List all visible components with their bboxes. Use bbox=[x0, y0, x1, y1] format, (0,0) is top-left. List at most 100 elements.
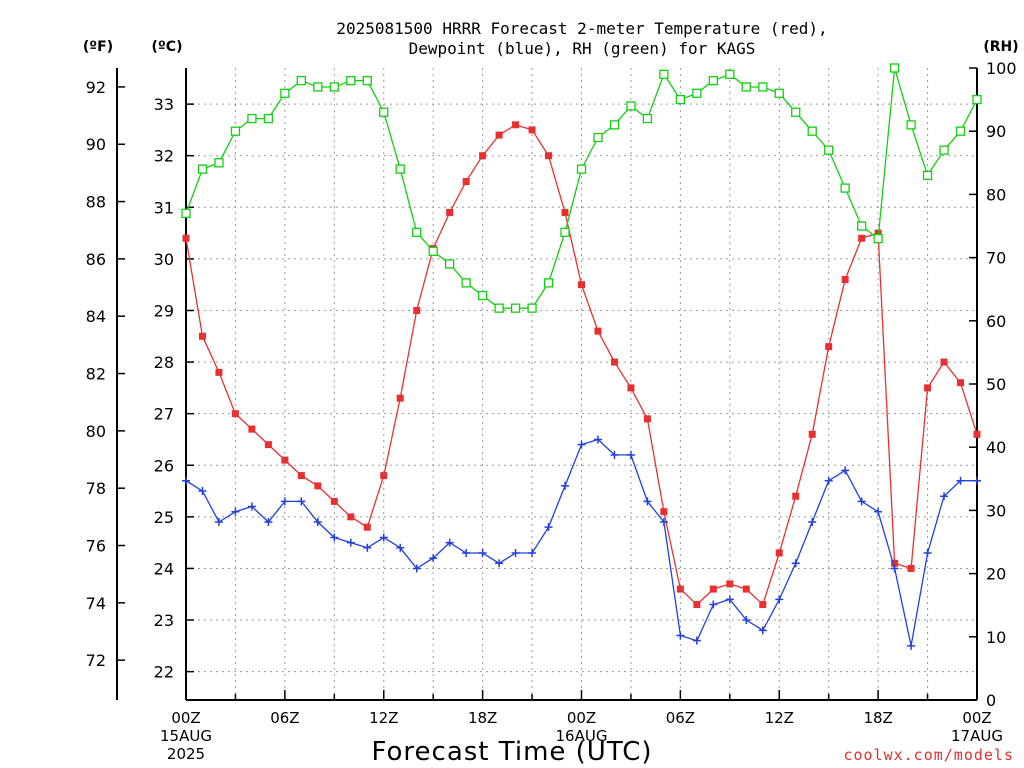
celsius-tick-label: 30 bbox=[154, 250, 174, 269]
fahrenheit-tick-label: 80 bbox=[86, 422, 106, 441]
dewpoint-point bbox=[280, 497, 289, 506]
dewpoint-point bbox=[264, 518, 273, 527]
fahrenheit-tick-label: 78 bbox=[86, 479, 106, 498]
temperature-point bbox=[759, 601, 767, 609]
dewpoint-point bbox=[478, 548, 487, 557]
rh-point bbox=[593, 132, 603, 143]
dewpoint-point bbox=[561, 481, 570, 490]
rh-unit-label: (RH) bbox=[983, 39, 1018, 55]
rh-point bbox=[741, 82, 751, 92]
fahrenheit-tick-label: 72 bbox=[86, 651, 106, 670]
temperature-point bbox=[446, 208, 454, 216]
dewpoint-point bbox=[577, 440, 586, 449]
grid bbox=[186, 68, 977, 700]
rh-point bbox=[675, 94, 686, 105]
x-tick-label: 12Z bbox=[765, 709, 794, 727]
temperature-point bbox=[627, 384, 635, 392]
dewpoint-point bbox=[214, 518, 223, 527]
rh-point bbox=[329, 82, 339, 92]
celsius-tick-label: 33 bbox=[154, 95, 174, 114]
dewpoint-point bbox=[544, 523, 553, 532]
fahrenheit-tick-label: 90 bbox=[86, 135, 106, 154]
rh-point bbox=[906, 120, 916, 130]
fahrenheit-tick-label: 76 bbox=[86, 537, 106, 556]
dewpoint-point bbox=[511, 548, 520, 557]
rh-tick-label: 0 bbox=[986, 691, 996, 710]
x-axis-tick-labels: 00Z 15AUG 2025 06Z 12Z 18Z 00Z 16AUG 06Z 12Z 18Z 00… bbox=[160, 709, 1003, 763]
rh-point bbox=[692, 88, 702, 98]
rh-tick-label: 20 bbox=[986, 565, 1006, 584]
rh-point bbox=[609, 120, 620, 130]
rh-point bbox=[889, 63, 900, 73]
dewpoint-point bbox=[445, 538, 454, 547]
temperature-point bbox=[643, 415, 651, 423]
rh-point bbox=[379, 107, 389, 117]
temperature-point bbox=[660, 508, 668, 516]
dewpoint-point bbox=[923, 548, 932, 557]
rh-tick-label: 10 bbox=[986, 628, 1006, 647]
temperature-point bbox=[957, 379, 965, 387]
celsius-tick-label: 22 bbox=[154, 663, 174, 682]
temperature-point bbox=[396, 394, 404, 402]
temperature-point bbox=[264, 441, 272, 449]
celsius-unit-label: (ºC) bbox=[152, 39, 183, 55]
x-tick-label: 18Z bbox=[863, 709, 892, 727]
rh-tick-label: 60 bbox=[986, 312, 1006, 331]
rh-point bbox=[972, 94, 982, 105]
temperature-point bbox=[907, 564, 915, 572]
rh-point bbox=[280, 88, 290, 98]
fahrenheit-unit-label: (ºF) bbox=[83, 39, 113, 55]
dewpoint-point bbox=[643, 497, 652, 506]
rh-point bbox=[659, 69, 669, 79]
rh-point bbox=[181, 208, 191, 219]
rh-tick-label: 30 bbox=[986, 501, 1006, 520]
temperature-point bbox=[363, 523, 371, 531]
rh-point bbox=[461, 278, 471, 288]
dewpoint-point bbox=[956, 476, 965, 485]
fahrenheit-tick-label: 82 bbox=[86, 365, 106, 384]
dewpoint-point bbox=[198, 487, 207, 496]
rh-point bbox=[362, 75, 372, 86]
temperature-point bbox=[314, 482, 322, 490]
rh-point bbox=[494, 303, 504, 313]
dewpoint-point bbox=[462, 548, 471, 557]
x-tick-label: 06Z bbox=[666, 709, 695, 727]
rh-point bbox=[725, 69, 735, 79]
rh-point bbox=[642, 113, 653, 124]
temperature-point bbox=[198, 332, 206, 340]
temperature-point bbox=[578, 281, 585, 289]
temperature-point bbox=[479, 152, 487, 160]
fahrenheit-tick-label: 74 bbox=[86, 594, 106, 613]
dewpoint-point bbox=[379, 533, 388, 542]
temperature-point bbox=[742, 585, 750, 593]
dewpoint-point bbox=[742, 616, 751, 625]
rh-point bbox=[510, 303, 521, 313]
x-axis-label: Forecast Time (UTC) bbox=[371, 737, 652, 767]
rh-point bbox=[922, 170, 933, 181]
dewpoint-point bbox=[528, 548, 537, 557]
dewpoint-point bbox=[593, 435, 602, 444]
dewpoint-point bbox=[857, 497, 866, 506]
temperature-point bbox=[858, 234, 866, 242]
rh-tick-label: 90 bbox=[986, 122, 1006, 141]
temperature-point bbox=[528, 126, 536, 134]
celsius-tick-label: 23 bbox=[154, 611, 174, 630]
fahrenheit-tick-label: 84 bbox=[86, 307, 106, 326]
x-tick-label: 06Z bbox=[270, 709, 299, 727]
dewpoint-point bbox=[841, 466, 850, 475]
credit-text: coolwx.com/models bbox=[843, 746, 1014, 764]
rh-point bbox=[247, 113, 257, 124]
rh-point bbox=[395, 164, 405, 174]
temperature-point bbox=[495, 131, 503, 139]
fahrenheit-tick-label: 88 bbox=[86, 193, 106, 212]
celsius-tick-label: 27 bbox=[154, 405, 174, 424]
rh-point bbox=[346, 75, 356, 86]
rh-point bbox=[214, 158, 224, 168]
rh-tick-label: 80 bbox=[986, 185, 1006, 204]
chart-title-line1: 2025081500 HRRR Forecast 2-meter Tempera… bbox=[336, 19, 827, 38]
dewpoint-point bbox=[495, 559, 504, 568]
temperature-point bbox=[297, 472, 305, 480]
rh-point bbox=[263, 113, 274, 124]
celsius-tick-label: 32 bbox=[154, 147, 174, 166]
